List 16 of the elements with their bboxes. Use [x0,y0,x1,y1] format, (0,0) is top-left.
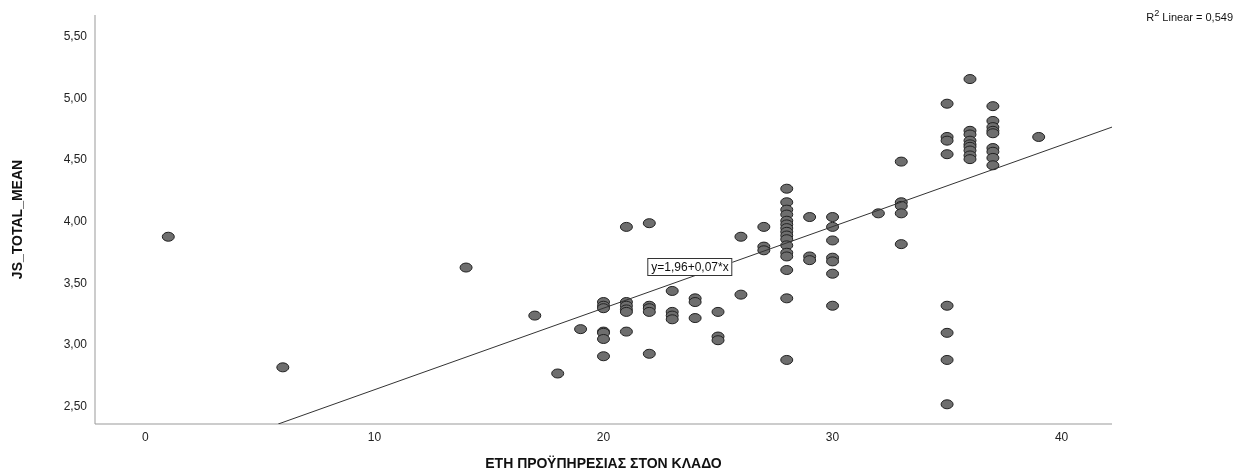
x-tick-label: 0 [142,429,150,444]
x-axis-title: ΕΤΗ ΠΡΟΫΠΗΡΕΣΙΑΣ ΣΤΟΝ ΚΛΑΔΟ [485,455,722,471]
x-tick-label: 30 [825,429,840,444]
x-tick-label: 20 [596,429,611,444]
y-tick-label: 4,50 [63,152,88,167]
text: R$^{2}$ Linear = 0,549 [1146,8,1233,23]
y-tick-label: 5,50 [63,29,88,44]
y-tick-label: 2,50 [63,398,88,413]
annotation: y=1,96+0,07*x [647,258,733,276]
y-tick-label: 3,00 [63,337,88,352]
y-tick-label: 4,00 [63,213,88,228]
y-axis-title: JS_TOTAL_MEAN [8,159,25,280]
y-tick-label: 5,00 [63,90,88,105]
x-tick-label: 40 [1054,429,1069,444]
x-tick-label: 10 [367,429,382,444]
y-tick-label: 3,50 [63,275,88,290]
